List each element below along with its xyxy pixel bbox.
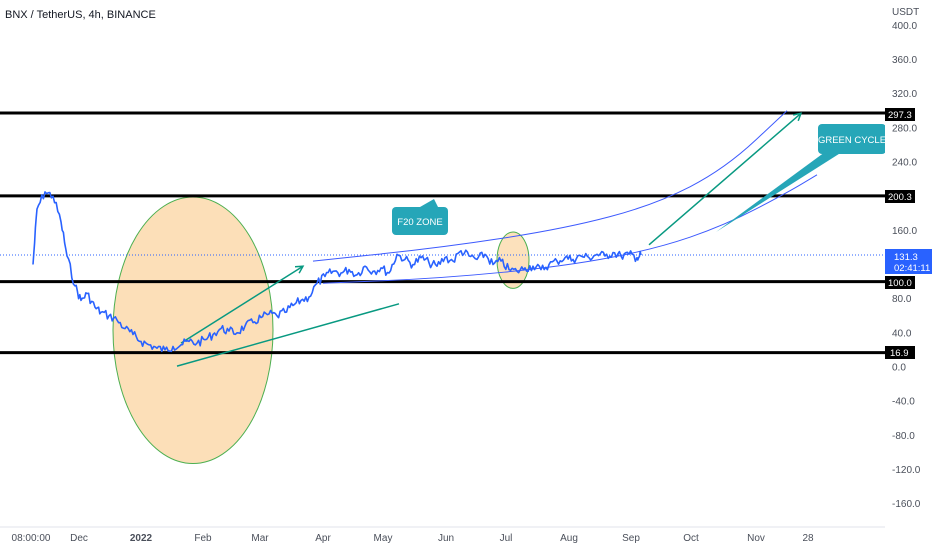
price-axis-background bbox=[885, 0, 932, 550]
f20-zone-pointer bbox=[420, 199, 438, 207]
price-tick-label: 160.0 bbox=[892, 226, 917, 237]
level-100-badge bbox=[885, 276, 915, 289]
time-tick-label: Sep bbox=[622, 533, 640, 544]
price-axis[interactable]: USDT 400.0360.0320.0280.0240.0160.080.04… bbox=[885, 0, 932, 550]
level-200-badge bbox=[885, 190, 915, 203]
price-series-line[interactable] bbox=[32, 191, 642, 353]
current-price-label: 131.3 bbox=[894, 252, 918, 263]
price-tick-label: -120.0 bbox=[892, 465, 921, 476]
time-tick-label: 2022 bbox=[130, 533, 153, 544]
time-tick-label: Oct bbox=[683, 533, 699, 544]
channel-upper-line bbox=[312, 110, 788, 262]
level-200-label: 200.3 bbox=[888, 192, 912, 203]
level-badges: 297.3 200.3 131.3 02:41:11 100.0 16.9 bbox=[885, 108, 932, 359]
time-tick-label: 08:00:00 bbox=[12, 533, 51, 544]
trend-arrowhead-2 bbox=[793, 112, 803, 122]
chart-title: BNX / TetherUS, 4h, BINANCE bbox=[5, 9, 156, 21]
level-16-label: 16.9 bbox=[890, 348, 909, 359]
time-tick-label: Jul bbox=[500, 533, 513, 544]
series-layer bbox=[32, 191, 642, 353]
level-lines-layer bbox=[0, 111, 885, 355]
time-tick-label: Aug bbox=[560, 533, 578, 544]
trend-arrowhead-1 bbox=[294, 265, 305, 274]
price-axis-ticks: 400.0 360.0 320.0 280.0 240.0 160.0 80.0 40.0 0.… bbox=[892, 21, 921, 510]
green-cycle-label: GREEN CYCLE bbox=[818, 135, 886, 146]
green-cycle-callout[interactable]: GREEN CYCLE bbox=[716, 124, 886, 232]
trend-arrow-2 bbox=[648, 112, 802, 246]
green-cycle-box bbox=[818, 124, 886, 154]
time-axis[interactable]: 08:00:00 Dec 2022 Feb Mar Apr May Jun Jul Aug Sep O… bbox=[0, 526, 885, 544]
trend-segment-1 bbox=[176, 303, 400, 367]
countdown-label: 02:41:11 bbox=[894, 263, 930, 274]
price-tick-label: 360.0 bbox=[892, 55, 917, 66]
time-tick-label: 28 bbox=[802, 533, 814, 544]
f20-zone-callout[interactable]: F20 ZONE bbox=[392, 199, 448, 235]
time-tick-label: Dec bbox=[70, 533, 88, 544]
time-tick-label: Nov bbox=[747, 533, 765, 544]
price-tick-label: 80.0 bbox=[892, 294, 912, 305]
price-tick-label: 240.0 bbox=[892, 158, 917, 169]
price-tick-label: 0.0 bbox=[892, 363, 906, 374]
price-tick-label: 280.0 bbox=[892, 123, 917, 134]
time-tick-label: May bbox=[374, 533, 393, 544]
level-100-label: 100.0 bbox=[888, 278, 912, 289]
trend-arrow-1 bbox=[180, 265, 304, 344]
green-cycle-pointer bbox=[716, 152, 842, 232]
f20-zone-box bbox=[392, 207, 448, 235]
trend-layer bbox=[176, 112, 803, 367]
f20-zone-label: F20 ZONE bbox=[397, 217, 442, 228]
time-axis-ticks: 08:00:00 Dec 2022 Feb Mar Apr May Jun Jul Aug Sep O… bbox=[12, 533, 814, 544]
price-tick-label: -160.0 bbox=[892, 499, 921, 510]
price-tick-label: 400.0 bbox=[892, 21, 917, 32]
level-297-label: 297.3 bbox=[888, 110, 912, 121]
zone-ellipse-1 bbox=[112, 196, 274, 465]
time-tick-label: Mar bbox=[251, 533, 269, 544]
time-tick-label: Jun bbox=[438, 533, 454, 544]
level-297-badge bbox=[885, 108, 915, 121]
current-price-badge bbox=[885, 249, 932, 274]
price-tick-label: 40.0 bbox=[892, 328, 912, 339]
channel-lower-line bbox=[322, 174, 818, 284]
price-tick-label: 320.0 bbox=[892, 89, 917, 100]
time-tick-label: Apr bbox=[315, 533, 331, 544]
price-tick-label: -80.0 bbox=[892, 431, 915, 442]
price-tick-label: -40.0 bbox=[892, 397, 915, 408]
level-16-badge bbox=[885, 346, 915, 359]
price-axis-unit: USDT bbox=[892, 7, 919, 18]
channel-layer bbox=[312, 110, 818, 284]
time-tick-label: Feb bbox=[194, 533, 212, 544]
